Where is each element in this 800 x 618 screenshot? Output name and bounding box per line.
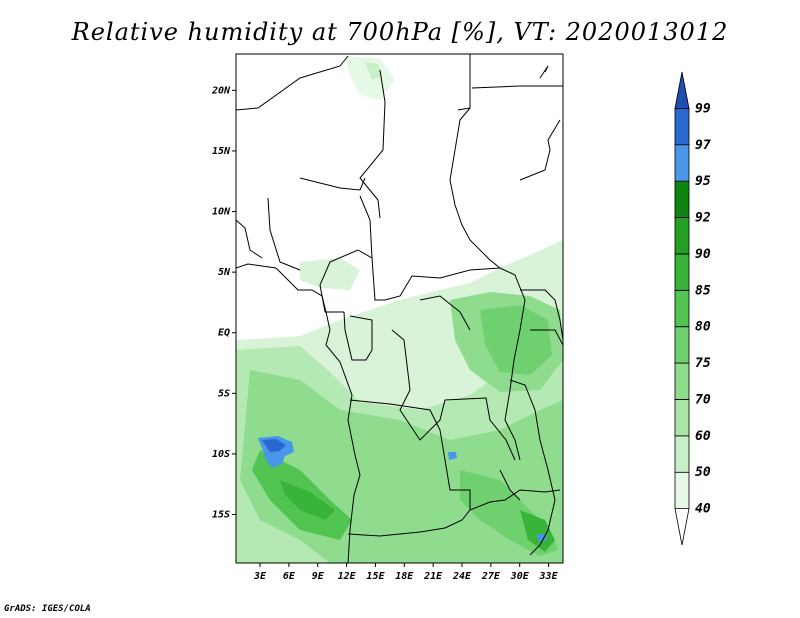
border-gabon: [343, 311, 373, 361]
lon-tick-label: 24E: [452, 571, 472, 582]
rh-region-sahara-core: [365, 62, 382, 80]
colorbar-level-label: 97: [695, 138, 711, 153]
colorbar-level-label: 92: [695, 211, 711, 226]
border-kenya: [530, 329, 563, 346]
map-title: Relative humidity at 700hPa [%], VT: 202…: [71, 18, 729, 46]
colorbar-level-label: 50: [695, 465, 711, 480]
colorbar-segment: [674, 144, 690, 182]
lat-tick-label: 15N: [212, 146, 231, 157]
rh-region-97-malawi: [537, 534, 546, 541]
colorbar: 40 50 60 70 75 80 85 90 92 95 97 99: [674, 71, 711, 546]
colorbar-level-label: 85: [695, 283, 711, 298]
lon-tick-label: 9E: [312, 571, 325, 582]
border-chad-sudan: [449, 107, 501, 269]
border-algeria: [236, 55, 349, 111]
rh-region-congo-core: [480, 305, 552, 375]
border-namibia-zambia: [347, 489, 561, 537]
lat-tick-label: 5N: [218, 267, 231, 278]
credit-label: GrADS: IGES/COLA: [4, 604, 91, 614]
colorbar-segment: [674, 471, 690, 510]
lon-tick-label: 12E: [338, 571, 357, 582]
border-red-sea: [519, 119, 561, 181]
colorbar-level-label: 90: [695, 247, 711, 262]
lon-tick-label: 33E: [539, 571, 559, 582]
rh-region-dry-gulf: [236, 260, 320, 340]
lon-tick-label: 27E: [481, 571, 501, 582]
colorbar-level-label: 75: [695, 356, 711, 371]
rh-region-coast-core: [280, 480, 335, 520]
colorbar-segment: [674, 71, 690, 109]
lon-tick-label: 30E: [510, 571, 530, 582]
border-nigeria-niger: [299, 177, 366, 191]
lat-tick-label: 20N: [211, 85, 231, 96]
river-congo: [419, 295, 471, 331]
colorbar-segment: [674, 362, 690, 400]
colorbar-level-label: 40: [695, 502, 711, 517]
rh-region-97-small: [448, 452, 457, 460]
colorbar-segment: [674, 253, 690, 291]
border-egypt-south: [471, 85, 563, 89]
latitude-axis: 20N 15N 10N 5N EQ 5S 10S 15S: [211, 85, 236, 521]
lon-tick-label: 15E: [366, 571, 385, 582]
rh-region-malawi: [520, 510, 555, 552]
map-frame: [235, 53, 564, 564]
border-angola: [349, 399, 471, 510]
lon-tick-label: 6E: [283, 571, 296, 582]
lat-tick-label: 10N: [212, 207, 231, 218]
colorbar-segment: [674, 180, 690, 218]
colorbar-segment: [674, 435, 690, 473]
longitude-axis: 3E 6E 9E 12E 15E 18E 21E 24E 27E 30E 33E: [253, 563, 559, 582]
border-cameroon: [319, 249, 373, 313]
border-niger-chad: [359, 69, 386, 219]
lon-tick-label: 18E: [395, 571, 414, 582]
lat-tick-label: EQ: [218, 328, 230, 339]
colorbar-segment: [674, 326, 690, 364]
border-car: [359, 195, 501, 301]
border-uganda: [520, 289, 563, 341]
border-great-lakes: [499, 267, 526, 461]
lat-tick-label: 5S: [218, 388, 230, 399]
border-tanzania-malawi: [509, 379, 556, 556]
lon-tick-label: 21E: [423, 571, 443, 582]
colorbar-level-label: 99: [695, 101, 711, 116]
border-benin-nigeria: [267, 197, 301, 271]
map-plot-area: [236, 54, 563, 563]
coastline: [236, 263, 361, 563]
political-boundaries: [236, 54, 563, 563]
lat-tick-label: 10S: [212, 449, 230, 460]
lon-tick-label: 3E: [253, 571, 267, 582]
rh-region-nigeria: [300, 258, 360, 290]
colorbar-level-label: 70: [695, 392, 711, 407]
coast-sinai: [539, 65, 549, 79]
colorbar-segment: [674, 399, 690, 437]
humidity-field: [236, 56, 563, 563]
rh-region-99: [262, 439, 286, 452]
colorbar-segment: [674, 217, 690, 255]
colorbar-segment: [674, 107, 690, 146]
colorbar-segment: [674, 508, 690, 546]
colorbar-level-label: 60: [695, 429, 711, 444]
border-zambia-malawi: [499, 469, 521, 501]
border-togo: [236, 219, 263, 259]
colorbar-level-label: 80: [695, 320, 711, 335]
border-drc: [391, 329, 516, 461]
lat-tick-label: 15S: [212, 510, 230, 521]
colorbar-segment: [674, 289, 690, 328]
colorbar-level-label: 95: [695, 174, 711, 189]
